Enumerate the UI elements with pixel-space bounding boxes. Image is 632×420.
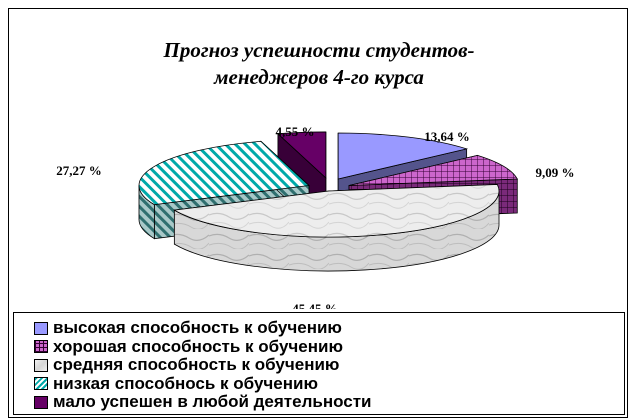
chart-title-line-2: менеджеров 4-го курса: [214, 65, 424, 89]
pie-slice-top: [138, 140, 310, 206]
slice-value-label: 13,64 %: [424, 129, 470, 144]
legend: высокая способность к обучению хорошая сп…: [13, 312, 625, 415]
legend-label: низкая способнось к обучению: [53, 373, 318, 393]
slice-value-label: 27,27 %: [56, 163, 102, 178]
legend-swatch: [34, 395, 48, 409]
legend-item: высокая способность к обучению: [34, 318, 624, 338]
slice-value-label: 9,09 %: [536, 165, 575, 180]
slice-value-label: 4,55 %: [276, 124, 315, 139]
legend-label: средняя способность к обучению: [53, 355, 340, 375]
pie-chart: 13,64 % 9,09 % 45,45 % 27,27 % 4,55 %: [56, 124, 574, 309]
pie-slices: [138, 131, 518, 272]
pie-slice: [173, 184, 500, 272]
pie-slice: [276, 131, 327, 213]
chart-title-line-1: Прогноз успешности студентов-: [163, 38, 475, 62]
legend-item: низкая способнось к обучению: [34, 373, 624, 394]
legend-swatch: [34, 358, 48, 372]
legend-swatch: [34, 321, 48, 335]
pie-slice-top: [348, 154, 518, 186]
pie-slice-top: [173, 184, 500, 238]
legend-label: мало успешен в любой деятельности: [53, 392, 372, 412]
legend-swatch: [34, 377, 48, 391]
legend-label: хорошая способность к обучению: [53, 336, 343, 356]
legend-label: высокая способность к обучению: [53, 318, 342, 338]
chart-title: Прогноз успешности студентов- менеджеров…: [9, 37, 629, 91]
legend-swatch: [34, 340, 48, 354]
legend-item: мало успешен в любой деятельности: [34, 392, 624, 412]
slice-labels: 13,64 % 9,09 % 45,45 % 27,27 % 4,55 %: [56, 124, 574, 309]
chart-frame: Прогноз успешности студентов- менеджеров…: [8, 8, 628, 418]
legend-item: хорошая способность к обучению: [34, 336, 624, 357]
pie-slice-top: [337, 132, 469, 180]
pie-slice-top: [276, 131, 327, 179]
slice-value-label: 45,45 %: [292, 301, 338, 309]
legend-item: средняя способность к обучению: [34, 355, 624, 375]
